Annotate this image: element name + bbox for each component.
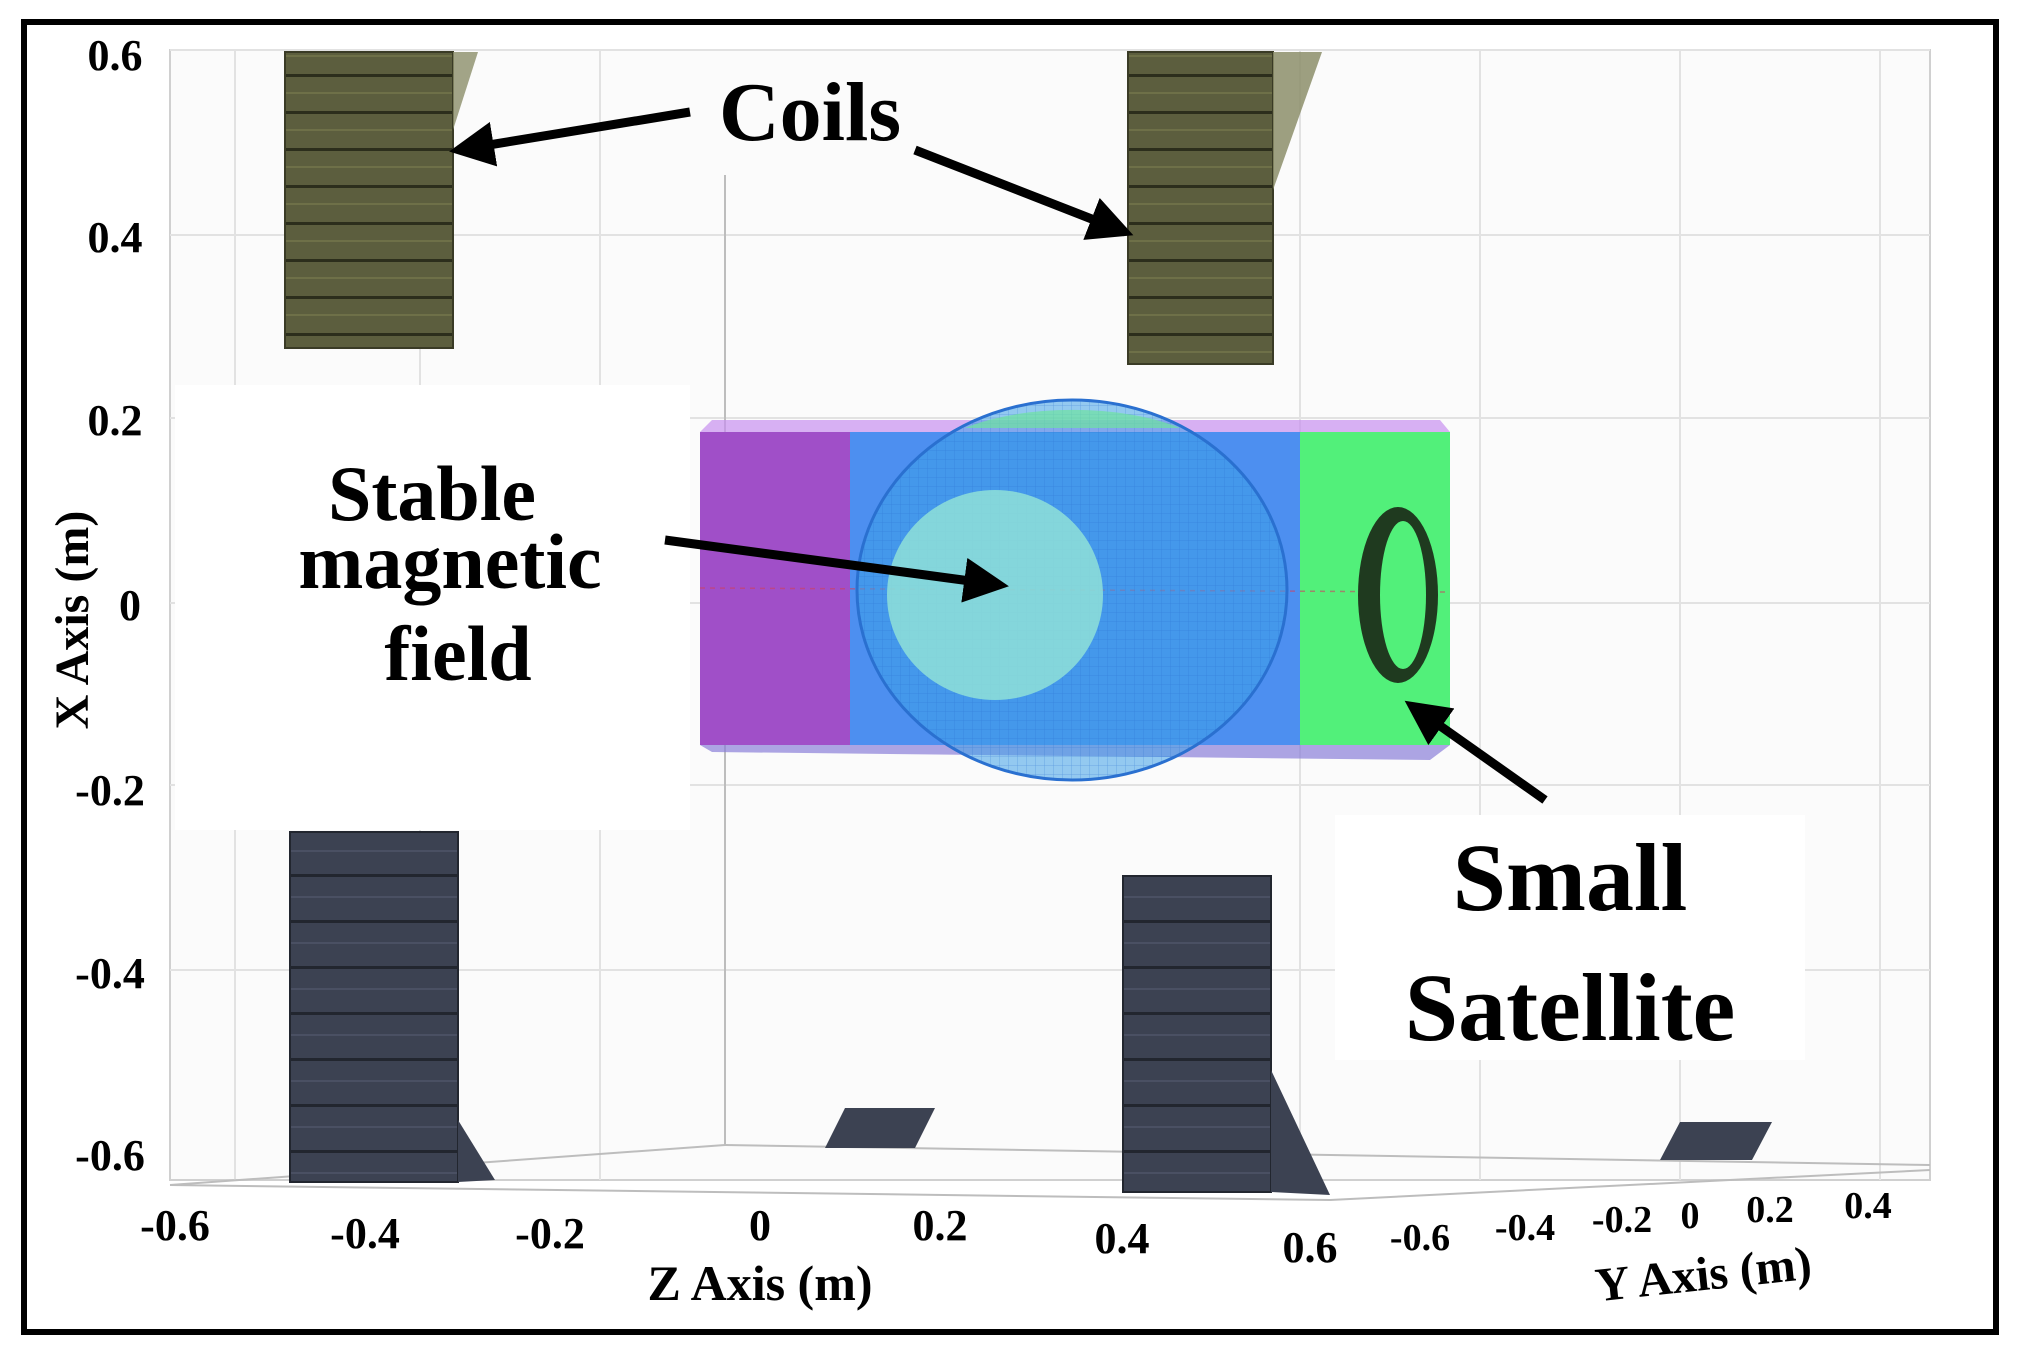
field-label-line1: Stable	[328, 450, 536, 537]
y-tick: 0.4	[1844, 1185, 1892, 1227]
x-tick: 0.4	[88, 213, 143, 262]
coil-bottom-right	[1122, 875, 1330, 1195]
y-axis-ticks: -0.6 -0.4 -0.2 0 0.2 0.4	[1390, 1185, 1892, 1259]
y-tick: -0.6	[1390, 1217, 1450, 1259]
y-tick: -0.4	[1495, 1207, 1555, 1249]
label-backdrop	[1335, 815, 1805, 1060]
z-tick: 0.2	[913, 1201, 968, 1250]
arrow-to-right-coil	[913, 145, 1134, 240]
z-axis-title: Z Axis (m)	[648, 1255, 873, 1311]
x-axis-title: X Axis (m)	[46, 511, 99, 730]
arrow-to-satellite	[1404, 700, 1548, 804]
x-tick: 0.2	[88, 396, 143, 445]
x-tick: 0.6	[88, 31, 143, 80]
x-axis-ticks: 0.6 0.4 0.2 0 -0.2 -0.4 -0.6	[75, 31, 145, 1180]
label-backdrop	[175, 385, 690, 830]
satellite-label-line2: Satellite	[1405, 954, 1736, 1061]
annotation-arrows	[449, 107, 1548, 804]
cube-left-face	[700, 432, 850, 745]
y-tick: -0.2	[1592, 1199, 1652, 1241]
coil-base-plate	[1660, 1122, 1772, 1160]
arrow-to-left-coil	[449, 107, 691, 167]
field-label-line2: magnetic	[298, 518, 601, 605]
x-tick: -0.6	[75, 1131, 145, 1180]
coil-top-right	[1127, 51, 1322, 365]
z-tick: 0	[749, 1201, 771, 1250]
satellite-label-line1: Small	[1453, 824, 1688, 931]
y-tick: 0	[1681, 1195, 1700, 1237]
inner-field-region	[887, 490, 1103, 700]
x-tick: -0.2	[75, 766, 145, 815]
x-tick: 0	[119, 581, 141, 630]
z-tick: -0.4	[330, 1209, 400, 1258]
arrow-to-field	[664, 535, 1009, 603]
z-tick: -0.2	[515, 1209, 585, 1258]
coils-label: Coils	[719, 66, 901, 159]
z-axis-ticks: -0.6 -0.4 -0.2 0 0.2 0.4 0.6	[140, 1201, 1337, 1272]
field-label-line3: field	[384, 610, 531, 697]
coil-base-plate	[825, 1108, 935, 1148]
z-tick: 0.4	[1095, 1214, 1150, 1263]
y-tick: 0.2	[1746, 1189, 1794, 1231]
coil-bottom-left	[289, 831, 495, 1183]
z-tick: -0.6	[140, 1201, 210, 1250]
coil-top-left	[284, 51, 478, 349]
magnetic-field-sphere	[855, 398, 1289, 782]
x-tick: -0.4	[75, 949, 145, 998]
z-tick: 0.6	[1283, 1223, 1338, 1272]
